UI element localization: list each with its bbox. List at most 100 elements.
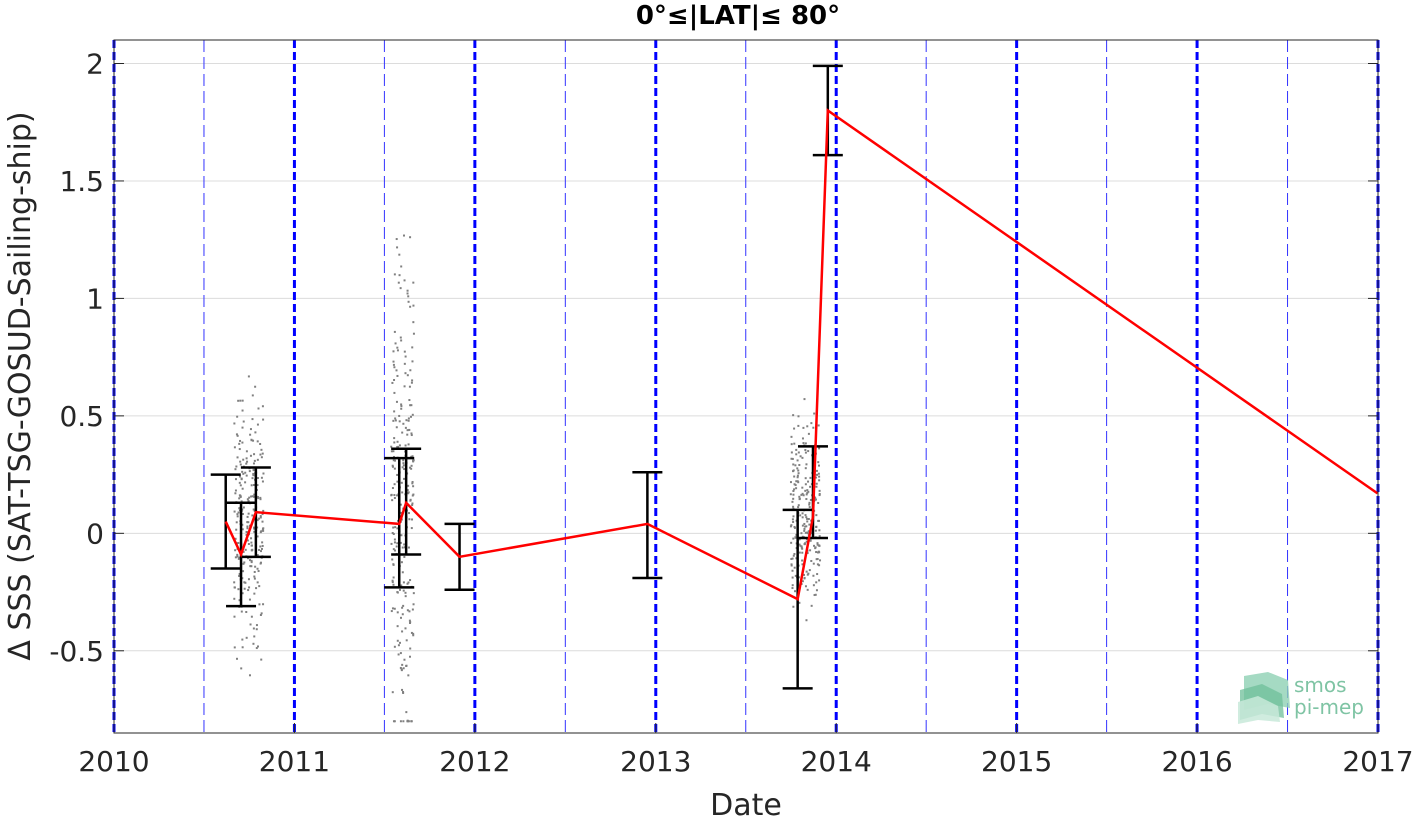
scatter-point	[806, 552, 809, 555]
scatter-point	[815, 469, 818, 472]
scatter-point	[392, 350, 395, 353]
scatter-point	[391, 607, 394, 610]
scatter-point	[807, 480, 810, 483]
scatter-point	[260, 612, 263, 615]
scatter-point	[804, 448, 807, 451]
scatter-points	[233, 234, 822, 723]
scatter-point	[412, 304, 415, 307]
scatter-point	[241, 528, 244, 531]
scatter-point	[393, 645, 396, 648]
scatter-point	[794, 484, 797, 487]
scatter-point	[792, 469, 795, 472]
scatter-point	[790, 563, 793, 566]
scatter-point	[252, 472, 255, 475]
scatter-point	[238, 448, 241, 451]
scatter-point	[391, 465, 394, 468]
error-bars	[210, 64, 843, 690]
scatter-point	[260, 476, 263, 479]
scatter-point	[397, 644, 400, 647]
scatter-point	[795, 453, 798, 456]
scatter-point	[402, 604, 405, 607]
scatter-point	[407, 674, 410, 677]
scatter-point	[812, 562, 815, 565]
scatter-point	[790, 557, 793, 560]
scatter-point	[242, 562, 245, 565]
scatter-point	[412, 485, 415, 488]
scatter-point	[249, 559, 252, 562]
scatter-point	[240, 667, 243, 670]
scatter-point	[398, 274, 401, 277]
scatter-point	[817, 544, 820, 547]
scatter-point	[791, 500, 794, 503]
scatter-point	[247, 589, 250, 592]
scatter-point	[795, 480, 798, 483]
scatter-point	[401, 688, 404, 691]
scatter-point	[394, 342, 397, 345]
scatter-point	[235, 433, 238, 436]
scatter-point	[401, 663, 404, 666]
scatter-point	[406, 433, 409, 436]
scatter-point	[256, 535, 259, 538]
scatter-point	[801, 563, 804, 566]
scatter-point	[393, 391, 396, 394]
scatter-point	[392, 360, 395, 363]
scatter-point	[792, 493, 795, 496]
scatter-point	[252, 439, 255, 442]
scatter-point	[399, 503, 402, 506]
x-tick-label: 2017	[1342, 745, 1413, 778]
scatter-point	[396, 591, 399, 594]
scatter-point	[407, 295, 410, 298]
scatter-point	[248, 598, 251, 601]
scatter-point	[799, 455, 802, 458]
scatter-point	[398, 414, 401, 417]
scatter-point	[410, 434, 413, 437]
scatter-point	[411, 482, 414, 485]
scatter-point	[410, 455, 413, 458]
scatter-point	[818, 489, 821, 492]
scatter-point	[253, 635, 256, 638]
scatter-point	[402, 462, 405, 465]
scatter-point	[404, 627, 407, 630]
scatter-point	[791, 587, 794, 590]
scatter-point	[403, 543, 406, 546]
scatter-point	[255, 628, 258, 631]
scatter-point	[261, 541, 264, 544]
scatter-point	[798, 498, 801, 501]
scatter-point	[393, 494, 396, 497]
scatter-point	[261, 513, 264, 516]
scatter-point	[249, 454, 252, 457]
scatter-point	[398, 253, 401, 256]
scatter-point	[257, 407, 260, 410]
scatter-point	[400, 561, 403, 564]
scatter-point	[400, 407, 403, 410]
scatter-point	[245, 474, 248, 477]
scatter-point	[408, 518, 411, 521]
scatter-point	[400, 481, 403, 484]
scatter-point	[249, 433, 252, 436]
scatter-point	[810, 422, 813, 425]
scatter-point	[242, 472, 245, 475]
scatter-point	[238, 475, 241, 478]
scatter-point	[392, 526, 395, 529]
scatter-point	[247, 578, 250, 581]
scatter-point	[242, 550, 245, 553]
y-tick-label: -0.5	[49, 635, 104, 668]
scatter-point	[234, 492, 237, 495]
scatter-point	[801, 456, 804, 459]
scatter-point	[252, 627, 255, 630]
scatter-point	[792, 520, 795, 523]
scatter-point	[809, 549, 812, 552]
scatter-point	[804, 531, 807, 534]
scatter-point	[402, 234, 405, 237]
scatter-point	[393, 330, 396, 333]
scatter-point	[256, 519, 259, 522]
scatter-point	[401, 491, 404, 494]
scatter-point	[399, 652, 402, 655]
scatter-point	[814, 593, 817, 596]
scatter-point	[409, 305, 412, 308]
scatter-point	[395, 238, 398, 241]
scatter-point	[393, 496, 396, 499]
scatter-point	[234, 468, 237, 471]
scatter-point	[410, 631, 413, 634]
